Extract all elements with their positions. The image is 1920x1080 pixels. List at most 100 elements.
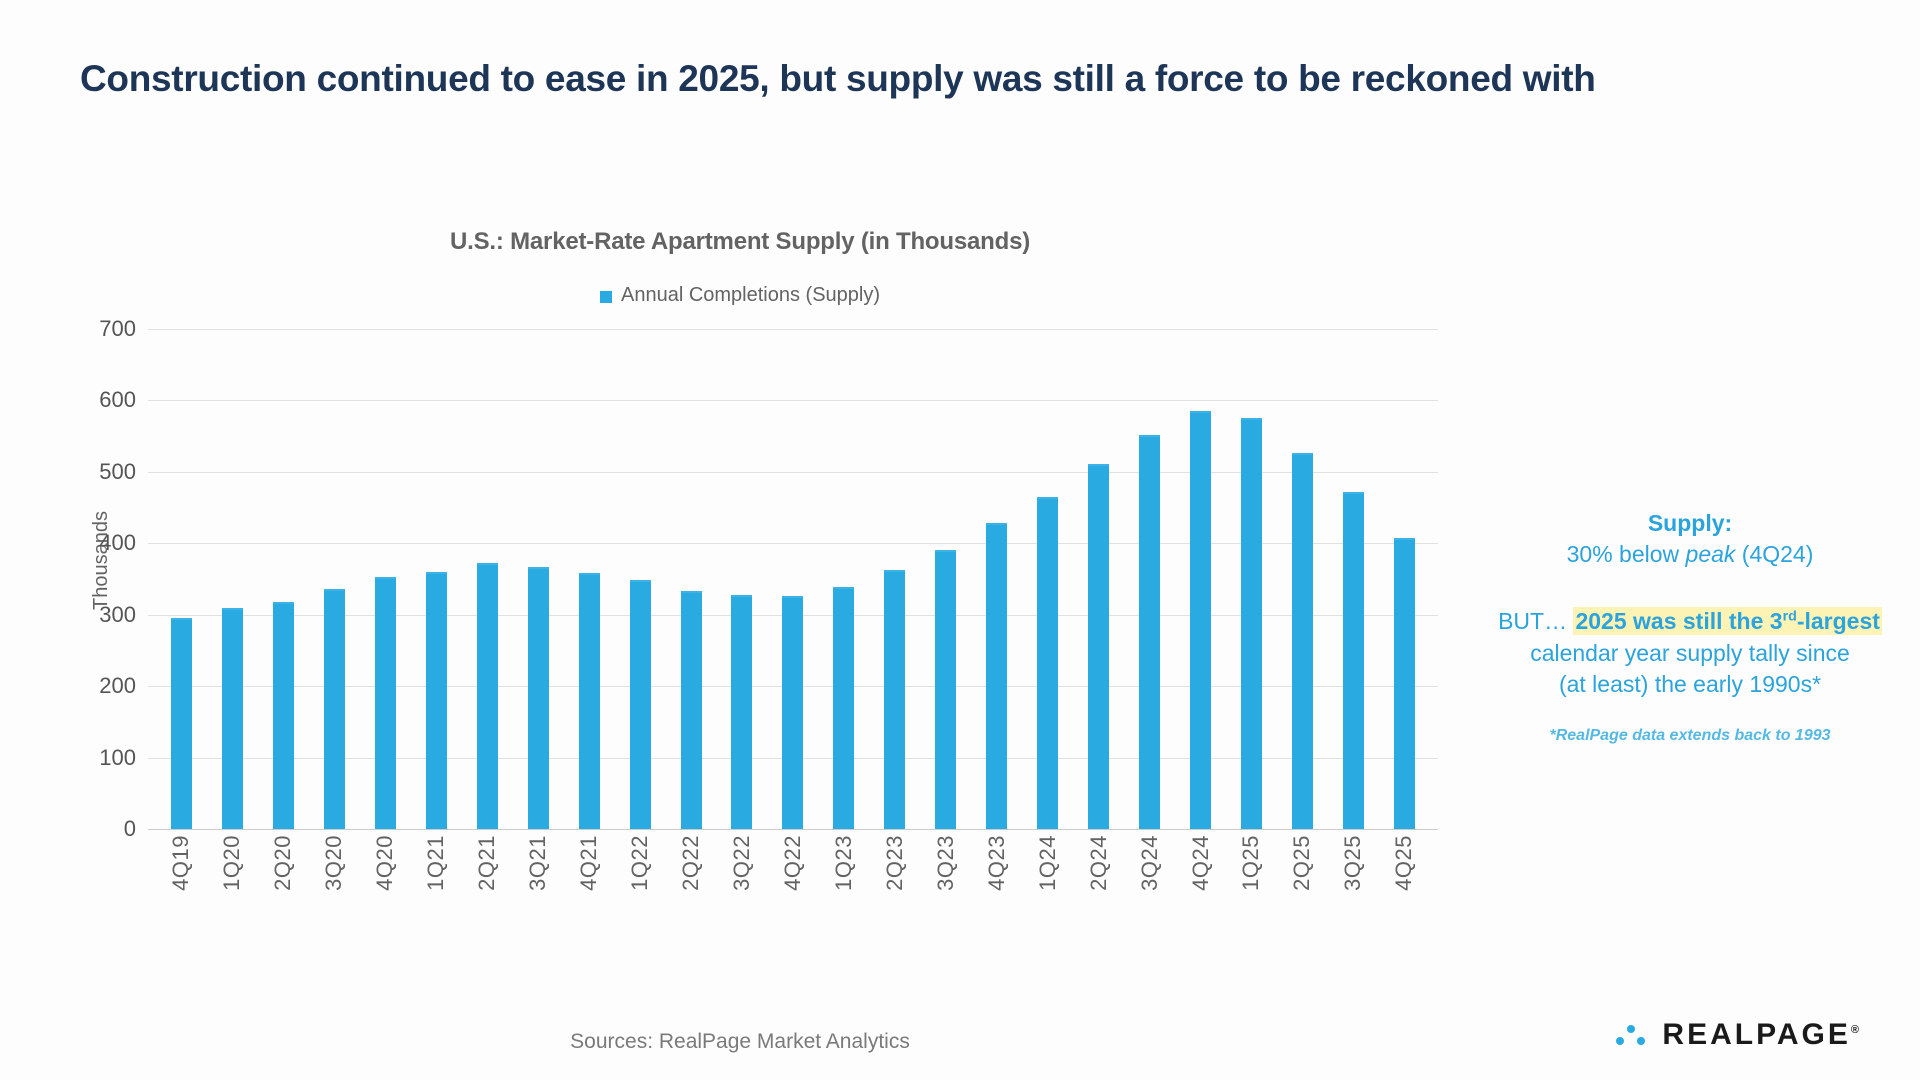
bar[interactable] [578,573,600,829]
x-axis-tick-label: 4Q21 [576,835,602,891]
x-axis-tick-label: 4Q20 [372,835,398,891]
bar-slot [411,329,462,829]
x-axis-tick-label: 4Q19 [168,835,194,891]
gridline [148,329,1438,330]
bar[interactable] [935,549,957,829]
bar-slot [513,329,564,829]
x-axis-tick-label: 4Q23 [983,835,1009,891]
bar-slot [767,329,818,829]
bar-slot [1022,329,1073,829]
bar-slot [1175,329,1226,829]
bar[interactable] [221,607,243,829]
annotation-highlight-b: -largest [1796,608,1880,634]
x-tick-slot: 2Q21 [462,835,513,891]
bar[interactable] [272,601,294,829]
bar[interactable] [1393,537,1415,829]
annotation-highlight-sup: rd [1782,608,1797,625]
bar-slot [564,329,615,829]
x-tick-slot: 4Q20 [360,835,411,891]
bar[interactable] [986,523,1008,829]
x-tick-slot: 3Q23 [920,835,971,891]
bar[interactable] [476,563,498,829]
x-tick-slot: 2Q24 [1073,835,1124,891]
plot-area: Thousands 700 600 500 400 300 200 100 0 4Q19 1Q2… [0,316,1480,891]
x-axis-tick-label: 2Q23 [881,835,907,891]
bar-slot [156,329,207,829]
realpage-wordmark: REALPAGE® [1662,1018,1862,1052]
x-axis-tick-label: 1Q22 [627,835,653,891]
bar[interactable] [1088,464,1110,829]
bar[interactable] [731,595,753,829]
bar-slot [971,329,1022,829]
y-axis-tick-label: 700 [99,316,136,341]
bar[interactable] [782,596,804,829]
chart-legend: Annual Completions (Supply) [0,284,1480,307]
annotation-sub-suffix: (4Q24) [1735,541,1814,567]
x-tick-slot: 1Q20 [207,835,258,891]
x-tick-slot: 2Q23 [869,835,920,891]
annotation-body: BUT… 2025 was still the 3rd-largest cale… [1490,606,1890,701]
x-axis-tick-label: 3Q22 [728,835,754,891]
x-tick-slot: 3Q20 [309,835,360,891]
bar-slot [716,329,767,829]
bar[interactable] [374,576,396,829]
bar[interactable] [833,586,855,829]
bar[interactable] [1190,411,1212,829]
y-axis-tick-label: 500 [99,458,136,484]
annotation-panel: Supply: 30% below peak (4Q24) BUT… 2025 … [1490,510,1890,745]
legend-swatch-icon [599,290,612,303]
x-tick-slot: 1Q25 [1226,835,1277,891]
x-tick-slot: 1Q21 [411,835,462,891]
x-tick-slot: 1Q24 [1022,835,1073,891]
x-tick-slot: 4Q23 [971,835,1022,891]
bar[interactable] [1342,491,1364,829]
bar[interactable] [1139,434,1161,829]
bar[interactable] [1291,452,1313,829]
x-axis-tick-label: 1Q25 [1238,835,1264,891]
realpage-dots-icon [1616,1021,1650,1049]
x-axis-tick-label: 4Q25 [1391,835,1417,891]
bar[interactable] [629,580,651,829]
x-tick-slot: 2Q25 [1277,835,1328,891]
bar-slot [1073,329,1124,829]
x-axis-tick-label: 1Q24 [1034,835,1060,891]
x-axis-tick-label: 1Q20 [219,835,245,891]
annotation-body-line3: (at least) the early 1990s* [1558,671,1822,698]
bar[interactable] [1037,496,1059,829]
bar[interactable] [170,618,192,829]
bar-slot [920,329,971,829]
realpage-logo: REALPAGE® [1616,1018,1862,1052]
x-axis-tick-label: 3Q25 [1340,835,1366,891]
bar[interactable] [1240,418,1262,829]
x-tick-slot: 2Q22 [666,835,717,891]
y-axis-tick-label: 600 [99,387,136,413]
bar-series [148,329,1438,829]
x-axis-tick-label: 3Q20 [321,835,347,891]
x-tick-slot: 4Q19 [156,835,207,891]
bar-slot [1328,329,1379,829]
gridline [148,543,1438,545]
bar[interactable] [323,589,345,829]
y-axis-tick-label: 100 [99,744,136,770]
bar-slot [1277,329,1328,829]
x-tick-slot: 2Q20 [258,835,309,891]
bar[interactable] [680,591,702,829]
bar[interactable] [884,570,906,829]
bar-slot [818,329,869,829]
sources-label: Sources: RealPage Market Analytics [570,1030,910,1053]
bar[interactable] [425,571,447,829]
x-tick-slot: 4Q25 [1379,835,1430,891]
annotation-highlight-a: 2025 was still the 3 [1575,608,1783,634]
y-axis-tick-label: 0 [123,816,136,841]
x-axis-tick-label: 2Q25 [1289,835,1315,891]
x-axis-ticks: 4Q19 1Q20 2Q20 3Q20 4Q20 1Q21 2Q21 3Q21 4Q21 1Q22… [148,835,1438,891]
annotation-sub-prefix: 30% below [1566,541,1686,567]
annotation-footnote: *RealPage data extends back to 1993 [1549,727,1831,745]
bar[interactable] [527,566,549,829]
x-axis-tick-label: 4Q22 [779,835,805,891]
x-axis-tick-label: 3Q24 [1136,835,1162,891]
bar-slot [615,329,666,829]
x-axis-tick-label: 4Q24 [1187,835,1213,891]
x-tick-slot: 4Q24 [1175,835,1226,891]
x-tick-slot: 3Q22 [716,835,767,891]
